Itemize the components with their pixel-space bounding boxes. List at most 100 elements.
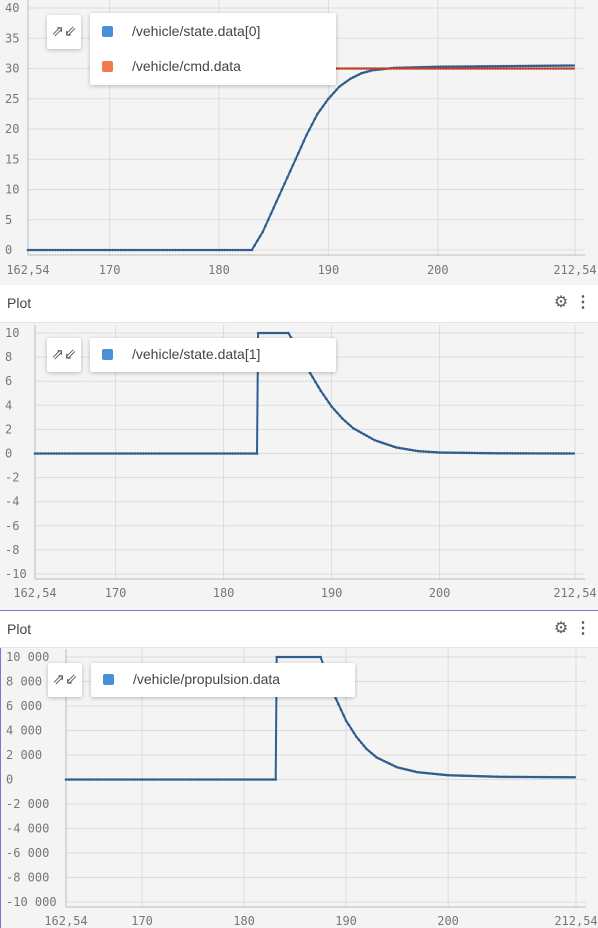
data-point	[469, 67, 473, 70]
data-point	[261, 230, 265, 234]
data-point	[155, 452, 159, 455]
more-vertical-icon[interactable]: ⋮	[575, 294, 591, 311]
data-point	[351, 426, 355, 430]
data-point	[77, 778, 81, 781]
data-point	[276, 331, 279, 335]
data-point	[462, 774, 465, 777]
data-point	[185, 452, 188, 455]
data-point	[567, 775, 570, 779]
data-point	[450, 65, 453, 68]
data-point	[357, 67, 360, 70]
data-point	[87, 452, 91, 455]
data-point	[521, 64, 525, 68]
data-point	[373, 438, 377, 442]
data-point	[479, 774, 483, 778]
data-point	[275, 200, 278, 203]
data-point	[398, 67, 401, 70]
data-point	[538, 452, 542, 455]
data-point	[516, 64, 519, 68]
data-point	[472, 67, 475, 70]
data-point	[64, 778, 68, 781]
data-point	[109, 452, 113, 455]
data-point	[223, 248, 226, 252]
legend-item[interactable]: /vehicle/state.data[0]	[102, 23, 260, 41]
data-point	[218, 778, 221, 781]
data-point	[572, 775, 575, 779]
data-point	[259, 778, 262, 781]
data-point	[549, 64, 552, 67]
data-point	[45, 248, 49, 252]
data-point	[278, 331, 282, 335]
data-point	[436, 67, 440, 70]
data-point	[335, 88, 338, 91]
data-point	[308, 655, 312, 659]
data-point	[192, 778, 196, 781]
data-point	[490, 775, 493, 778]
legend: /vehicle/state.data[1]	[90, 338, 336, 372]
data-point	[562, 452, 566, 455]
data-point	[554, 64, 558, 67]
data-point	[215, 778, 219, 781]
y-tick-label: 25	[5, 92, 19, 106]
data-point	[187, 248, 191, 252]
data-point	[348, 77, 352, 81]
data-point	[71, 452, 75, 455]
data-point	[436, 772, 440, 776]
data-point	[250, 452, 253, 455]
data-point	[427, 450, 431, 454]
data-point	[53, 248, 57, 252]
data-point	[314, 380, 317, 384]
data-point	[546, 775, 550, 779]
data-point	[164, 778, 168, 781]
data-point	[303, 655, 307, 659]
data-point	[543, 64, 547, 68]
y-tick-label: 35	[5, 31, 19, 45]
data-point	[318, 108, 322, 112]
more-vertical-icon[interactable]: ⋮	[575, 620, 591, 637]
data-point	[128, 778, 132, 781]
data-point	[316, 112, 319, 116]
legend-collapse-button[interactable]: ⇗⇙	[47, 338, 81, 372]
data-point	[131, 778, 134, 781]
data-point	[244, 452, 248, 455]
legend-collapse-button[interactable]: ⇗⇙	[48, 663, 82, 697]
data-point	[505, 451, 509, 455]
data-point	[172, 778, 175, 781]
data-point	[565, 452, 569, 455]
data-point	[225, 248, 229, 252]
gear-icon[interactable]: ⚙	[553, 294, 569, 311]
data-point	[29, 248, 33, 252]
data-point	[236, 452, 240, 455]
data-point	[386, 443, 390, 447]
data-point	[84, 248, 87, 252]
data-point	[138, 248, 142, 252]
data-point	[354, 67, 358, 70]
data-point	[432, 450, 436, 454]
data-point	[100, 248, 104, 252]
legend-collapse-button[interactable]: ⇗⇙	[47, 15, 81, 49]
gear-icon[interactable]: ⚙	[553, 620, 569, 637]
data-point	[32, 248, 35, 252]
data-point	[133, 778, 137, 781]
x-tick-label: 162,54	[44, 914, 87, 928]
y-tick-label: 4 000	[6, 724, 42, 738]
data-point	[416, 449, 420, 453]
data-point	[549, 775, 552, 779]
data-point	[198, 248, 202, 252]
legend-label: /vehicle/state.data[0]	[132, 23, 261, 39]
x-tick-label: 170	[99, 263, 121, 277]
data-point	[48, 248, 52, 252]
data-point	[269, 778, 272, 781]
data-point	[561, 775, 565, 779]
legend-item[interactable]: /vehicle/cmd.data	[102, 58, 241, 76]
data-point	[66, 452, 69, 455]
data-point	[405, 447, 409, 451]
data-point	[138, 778, 142, 781]
data-point	[392, 445, 395, 448]
data-point	[104, 452, 107, 455]
legend-item[interactable]: /vehicle/state.data[1]	[102, 346, 260, 364]
legend-item[interactable]: /vehicle/propulsion.data	[103, 671, 280, 689]
y-tick-label: 8 000	[6, 675, 42, 689]
data-point	[446, 773, 450, 777]
data-point	[459, 451, 463, 455]
